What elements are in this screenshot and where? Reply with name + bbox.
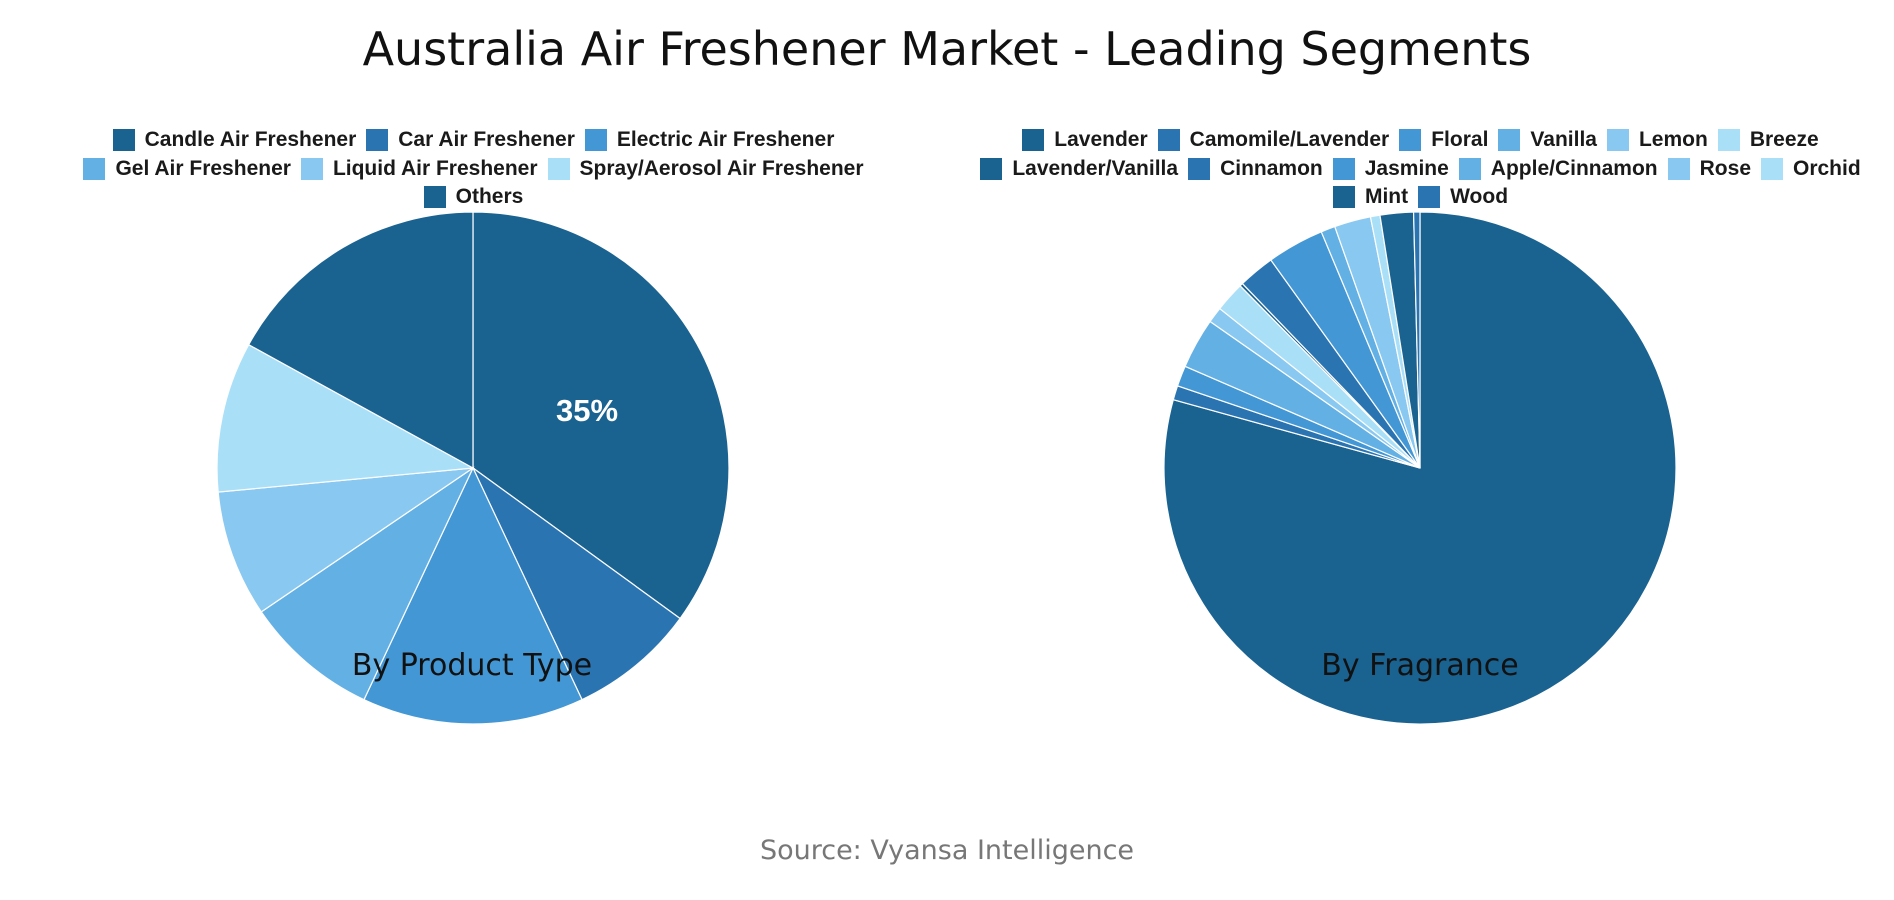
legend-swatch xyxy=(1332,186,1355,209)
legend-item-lemon: Lemon xyxy=(1606,128,1708,152)
legend-item-spray-aerosol-air-freshener: Spray/Aerosol Air Freshener xyxy=(547,156,864,181)
legend-label: Breeze xyxy=(1749,128,1819,152)
legend-row: Lavender Camomile/Lavender Floral Vanilla Le… xyxy=(947,126,1894,155)
legend-row: Others xyxy=(0,183,947,212)
legend-swatch xyxy=(1606,129,1629,152)
product-type-subtitle: By Product Type xyxy=(351,648,593,683)
legend-label: Others xyxy=(455,185,524,209)
legend-swatch xyxy=(1458,157,1481,180)
legend-label: Wood xyxy=(1450,185,1509,209)
legend-label: Lemon xyxy=(1638,128,1708,152)
pie-slice-car-air-freshener xyxy=(472,467,681,701)
legend-item-vanilla: Vanilla xyxy=(1498,128,1597,152)
legend-label: Electric Air Freshener xyxy=(616,128,835,152)
pie-slice-spray-aerosol-air-freshener xyxy=(216,343,475,493)
legend-item-gel-air-freshener: Gel Air Freshener xyxy=(83,156,291,181)
legend-swatch xyxy=(1498,129,1521,152)
legend-swatch xyxy=(1399,129,1422,152)
legend-item-car-air-freshener: Car Air Freshener xyxy=(366,128,575,152)
legend-item-apple-cinnamon: Apple/Cinnamon xyxy=(1458,156,1658,181)
legend-item-lavender-vanilla: Lavender/Vanilla xyxy=(980,157,1178,181)
legend-label: Rose xyxy=(1699,156,1751,180)
chart-title: Australia Air Freshener Market - Leading… xyxy=(362,22,1532,76)
legend-swatch xyxy=(547,157,570,180)
legend-item-floral: Floral xyxy=(1399,128,1488,152)
product-type-pie: 35% xyxy=(216,211,730,725)
legend-item-wood: Wood xyxy=(1418,185,1508,209)
legend-label: Camomile/Lavender xyxy=(1189,128,1390,152)
legend-swatch xyxy=(1761,157,1783,180)
fragrance-pie xyxy=(1163,211,1677,725)
legend-row: Mint Wood xyxy=(947,183,1894,212)
legend-label: Mint xyxy=(1364,185,1409,209)
legend-item-camomile-lavender: Camomile/Lavender xyxy=(1157,128,1390,152)
legend-row: Candle Air Freshener Car Air Freshener Ele… xyxy=(0,126,947,155)
product-type-panel: Candle Air Freshener Car Air Freshener Ele… xyxy=(0,118,947,818)
legend-swatch xyxy=(584,129,607,152)
legend-item-cinnamon: Cinnamon xyxy=(1188,157,1323,181)
pie-slice-liquid-air-freshener xyxy=(217,467,474,613)
legend-item-jasmine: Jasmine xyxy=(1332,156,1449,181)
legend-label: Vanilla xyxy=(1530,128,1597,152)
legend-label: Liquid Air Freshener xyxy=(332,156,538,180)
legend-label: Apple/Cinnamon xyxy=(1490,156,1658,180)
legend-item-candle-air-freshener: Candle Air Freshener xyxy=(112,128,357,152)
legend-label: Spray/Aerosol Air Freshener xyxy=(579,156,864,180)
fragrance-legend: Lavender Camomile/Lavender Floral Vanilla Le… xyxy=(947,126,1894,212)
legend-swatch xyxy=(1717,129,1740,152)
legend-label: Lavender xyxy=(1054,128,1148,152)
legend-item-others: Others xyxy=(423,185,524,209)
pie-slice-electric-air-freshener xyxy=(363,466,583,725)
legend-swatch xyxy=(423,186,446,209)
pie-slice-others xyxy=(247,211,474,470)
data-label-candle-air-freshener: 35% xyxy=(556,393,618,428)
legend-label: Car Air Freshener xyxy=(398,128,575,152)
legend-label: Orchid xyxy=(1793,156,1861,180)
legend-swatch xyxy=(980,157,1003,180)
pie-slice-candle-air-freshener xyxy=(472,211,730,620)
legend-swatch xyxy=(112,129,135,152)
legend-swatch xyxy=(1418,186,1441,209)
legend-item-electric-air-freshener: Electric Air Freshener xyxy=(584,128,835,152)
legend-swatch xyxy=(1188,157,1211,180)
legend-swatch xyxy=(300,157,323,180)
pie-slice-gel-air-freshener xyxy=(260,466,475,701)
legend-row: Gel Air Freshener Liquid Air Freshener Spr… xyxy=(0,155,947,184)
legend-label: Lavender/Vanilla xyxy=(1012,156,1179,180)
legend-label: Floral xyxy=(1431,128,1489,152)
legend-swatch xyxy=(1332,157,1355,180)
legend-label: Gel Air Freshener xyxy=(115,156,291,180)
legend-item-breeze: Breeze xyxy=(1717,128,1819,152)
legend-swatch xyxy=(1157,129,1180,152)
legend-row: Lavender/Vanilla Cinnamon Jasmine Apple/Cin… xyxy=(947,155,1894,184)
legend-item-liquid-air-freshener: Liquid Air Freshener xyxy=(300,156,538,181)
legend-item-lavender: Lavender xyxy=(1022,128,1148,152)
legend-item-rose: Rose xyxy=(1667,156,1751,181)
legend-item-orchid: Orchid xyxy=(1761,157,1861,181)
legend-swatch xyxy=(366,129,389,152)
fragrance-panel: Lavender Camomile/Lavender Floral Vanilla Le… xyxy=(947,118,1894,818)
legend-swatch xyxy=(1667,157,1690,180)
source-note: Source: Vyansa Intelligence xyxy=(759,835,1135,866)
legend-label: Jasmine xyxy=(1364,156,1449,180)
legend-swatch xyxy=(1022,129,1045,152)
pie-slice-wood xyxy=(1412,211,1421,469)
legend-item-mint: Mint xyxy=(1332,185,1409,209)
legend-label: Candle Air Freshener xyxy=(144,128,357,152)
legend-label: Cinnamon xyxy=(1220,156,1323,180)
fragrance-subtitle: By Fragrance xyxy=(1321,648,1519,683)
legend-swatch xyxy=(83,157,106,180)
pie-slice-lavender xyxy=(1163,211,1677,725)
product-type-legend: Candle Air Freshener Car Air Freshener Ele… xyxy=(0,126,947,212)
